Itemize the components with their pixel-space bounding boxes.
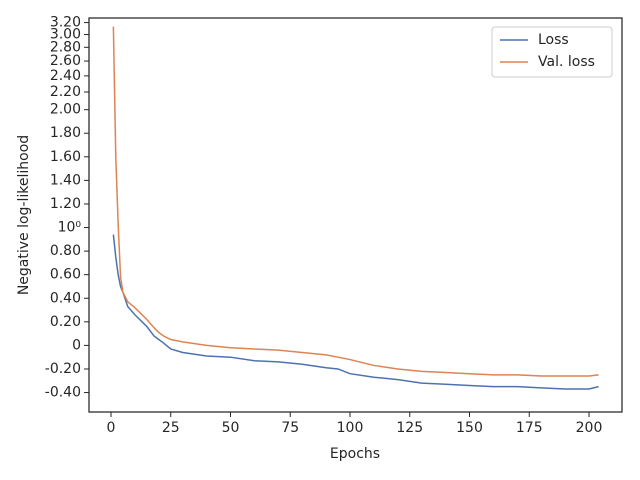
y-tick-label: 10⁰ (58, 220, 82, 236)
x-tick-label: 0 (107, 420, 116, 436)
y-tick-label: 2.20 (50, 84, 81, 100)
x-tick-label: 25 (162, 420, 180, 436)
y-tick-label: 2.40 (50, 68, 81, 84)
x-tick-label: 75 (281, 420, 299, 436)
y-tick-label: -0.40 (45, 385, 81, 401)
y-tick-label: 0.80 (50, 243, 81, 259)
y-tick-label: 2.80 (50, 39, 81, 55)
x-tick-label: 50 (222, 420, 240, 436)
y-tick-label: 2.00 (50, 102, 81, 118)
y-tick-label: 0.40 (50, 290, 81, 306)
y-tick-label: 1.60 (50, 149, 81, 165)
y-tick-label: 1.40 (50, 172, 81, 188)
legend-label: Val. loss (538, 54, 595, 70)
y-tick-label: 3.00 (50, 27, 81, 43)
y-axis-label: Negative log-likelihood (16, 135, 32, 295)
y-tick-label: 0.20 (50, 314, 81, 330)
x-tick-label: 150 (456, 420, 483, 436)
series-line (112, 26, 599, 377)
y-tick-label: 3.20 (50, 15, 81, 31)
plot-frame (88, 17, 623, 413)
x-tick-label: 200 (576, 420, 603, 436)
x-tick-label: 175 (516, 420, 543, 436)
y-tick-label: 0.60 (50, 267, 81, 283)
y-tick-label: 1.20 (50, 196, 81, 212)
x-axis-label: Epochs (330, 446, 380, 462)
y-tick-label: 1.80 (50, 125, 81, 141)
y-tick-label: 2.60 (50, 53, 81, 69)
y-tick-label: -0.20 (45, 361, 81, 377)
x-tick-label: 125 (396, 420, 423, 436)
y-tick-label: 0 (72, 337, 81, 353)
x-tick-label: 100 (337, 420, 364, 436)
series-line (112, 234, 599, 390)
legend-label: Loss (538, 32, 569, 48)
